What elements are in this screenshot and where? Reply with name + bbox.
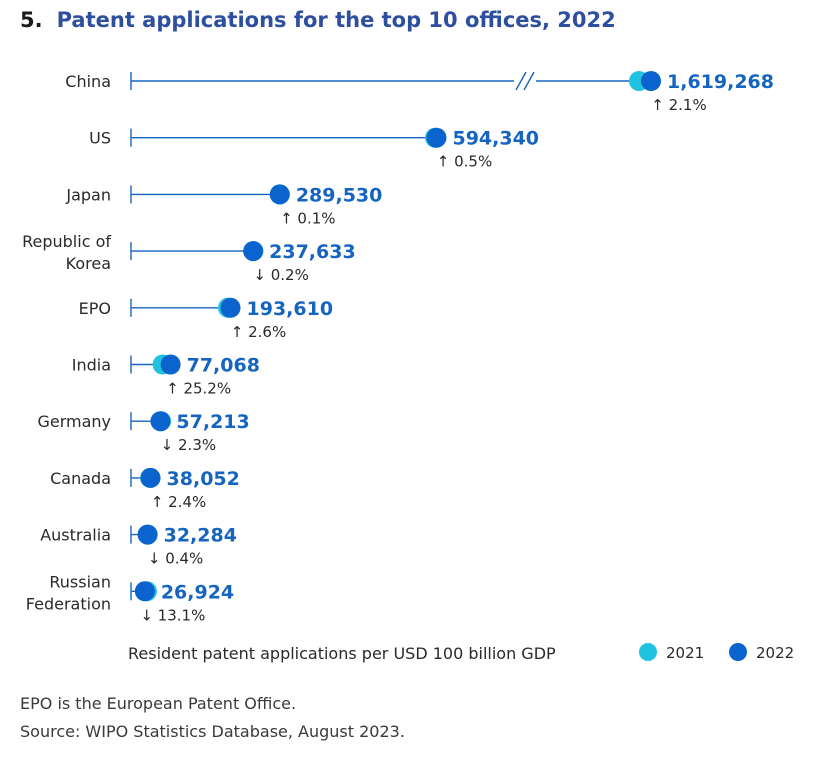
category-label: EPO xyxy=(79,299,111,318)
value-label: 57,213 xyxy=(176,411,249,433)
legend-label-2021: 2021 xyxy=(666,644,704,662)
x-axis-label: Resident patent applications per USD 100… xyxy=(128,644,556,663)
value-label: 32,284 xyxy=(164,525,237,547)
value-label: 193,610 xyxy=(247,298,334,320)
value-label: 26,924 xyxy=(161,581,234,603)
change-label: ↓ 0.4% xyxy=(148,550,203,568)
category-label: China xyxy=(65,72,111,91)
axis-break-mark xyxy=(515,71,527,91)
category-label: US xyxy=(89,129,111,148)
row-russian-federation: Russian Federation 26,924 ↓ 13.1% xyxy=(26,572,234,624)
dot-chart: China 1,619,268 ↑ 2.1% US 594,340 ↑ 0.5% Japan… xyxy=(22,71,794,663)
row-china: China 1,619,268 ↑ 2.1% xyxy=(65,71,774,114)
value-label: 289,530 xyxy=(296,184,383,206)
dot-2022 xyxy=(220,297,241,318)
dot-2022 xyxy=(426,127,447,148)
category-label: Japan xyxy=(65,185,111,204)
change-label: ↑ 0.1% xyxy=(280,209,335,227)
footnote-source: Source: WIPO Statistics Database, August… xyxy=(20,722,405,741)
value-label: 1,619,268 xyxy=(667,71,774,93)
row-germany: Germany 57,213 ↓ 2.3% xyxy=(37,411,250,454)
change-label: ↑ 2.4% xyxy=(151,493,206,511)
dot-2022 xyxy=(269,184,290,205)
row-epo: EPO 193,610 ↑ 2.6% xyxy=(79,297,334,341)
dot-2022 xyxy=(134,581,155,602)
change-label: ↓ 0.2% xyxy=(253,266,308,284)
row-australia: Australia 32,284 ↓ 0.4% xyxy=(40,524,237,568)
category-label: Canada xyxy=(50,469,111,488)
dot-2022 xyxy=(150,411,171,432)
chart-number: 5. xyxy=(20,8,43,32)
change-label: ↑ 2.1% xyxy=(651,96,706,114)
change-label: ↑ 25.2% xyxy=(166,380,231,398)
axis-break-gap xyxy=(514,71,536,91)
category-label: Korea xyxy=(66,254,111,273)
axis-break-mark xyxy=(523,71,535,91)
dot-2022 xyxy=(160,354,181,375)
change-label: ↓ 13.1% xyxy=(140,606,205,624)
dot-2022 xyxy=(641,71,661,91)
category-label: Federation xyxy=(26,594,111,613)
legend-label-2022: 2022 xyxy=(756,644,794,662)
category-label: India xyxy=(72,356,111,375)
category-label: Russian xyxy=(49,572,111,591)
footnote-epo: EPO is the European Patent Office. xyxy=(20,694,297,713)
dot-2022 xyxy=(243,241,264,262)
category-label: Australia xyxy=(40,526,111,545)
value-label: 237,633 xyxy=(269,241,356,263)
row-japan: Japan 289,530 ↑ 0.1% xyxy=(65,184,382,227)
dot-2022 xyxy=(137,524,158,545)
change-label: ↑ 0.5% xyxy=(437,153,492,171)
chart-title: 5. Patent applications for the top 10 off… xyxy=(20,8,616,32)
dot-2022 xyxy=(140,467,161,488)
legend-dot-2022 xyxy=(729,643,747,661)
change-label: ↓ 2.3% xyxy=(161,436,216,454)
row-canada: Canada 38,052 ↑ 2.4% xyxy=(50,467,240,511)
change-label: ↑ 2.6% xyxy=(231,323,286,341)
row-us: US 594,340 ↑ 0.5% xyxy=(89,127,539,171)
row-republic-of-korea: Republic of Korea 237,633 ↓ 0.2% xyxy=(22,232,356,284)
legend: 2021 2022 xyxy=(639,643,794,662)
category-label: Germany xyxy=(37,412,111,431)
legend-dot-2021 xyxy=(639,643,657,661)
value-label: 77,068 xyxy=(187,355,260,377)
value-label: 594,340 xyxy=(452,128,539,150)
value-label: 38,052 xyxy=(167,468,240,490)
chart-title-text: Patent applications for the top 10 offic… xyxy=(56,8,616,32)
row-india: India 77,068 ↑ 25.2% xyxy=(72,354,260,398)
category-label: Republic of xyxy=(22,232,111,251)
